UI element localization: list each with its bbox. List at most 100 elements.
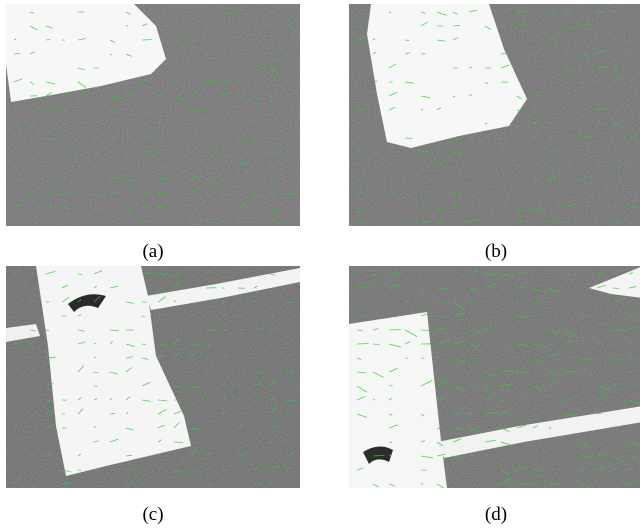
pavement-stain (363, 446, 393, 464)
flow-vector (564, 329, 577, 336)
flow-vector (205, 299, 209, 303)
flow-vector (516, 10, 528, 13)
flow-vector (596, 80, 601, 83)
flow-vector (29, 51, 36, 55)
flow-vector (269, 191, 277, 195)
flow-vector (109, 192, 117, 195)
flow-vector (436, 427, 442, 430)
flow-vector (173, 422, 180, 429)
flow-vector (452, 385, 466, 392)
flow-vector (29, 81, 35, 85)
flow-vector (436, 394, 448, 401)
flow-vector (452, 151, 463, 154)
flow-vector (468, 136, 474, 139)
flow-vector (484, 325, 492, 331)
road-marking-stripe (589, 267, 640, 298)
flow-vector (125, 207, 134, 212)
flow-vector (189, 221, 199, 226)
flow-vector (77, 329, 85, 332)
flow-vector (61, 482, 71, 485)
flow-vector (436, 207, 443, 211)
flow-vector (253, 285, 258, 289)
flow-vector (388, 150, 392, 153)
flow-vector (93, 440, 99, 443)
flow-vector (29, 137, 33, 140)
flow-vector (269, 67, 278, 73)
flow-vector (93, 270, 103, 275)
flow-vector (221, 313, 228, 317)
flow-vector (45, 270, 56, 275)
flow-vector (436, 327, 447, 331)
flow-vector (205, 356, 210, 359)
flow-vector (564, 413, 577, 416)
flow-vector (141, 220, 150, 223)
flow-vector (628, 286, 637, 289)
flow-vector (516, 424, 526, 429)
flow-vector (77, 341, 86, 345)
flow-vector (436, 11, 447, 16)
flow-vector (500, 148, 507, 153)
flow-vector (13, 162, 19, 167)
flow-vector (596, 50, 604, 55)
flow-vector (61, 469, 71, 472)
flow-vector (221, 356, 227, 359)
flow-vector (253, 464, 261, 471)
flow-vector (13, 269, 21, 275)
flow-vector (253, 52, 259, 55)
flow-vector (61, 191, 67, 195)
flow-vector (125, 427, 134, 431)
flow-vector (269, 218, 276, 223)
panel-b-photo (349, 4, 640, 226)
flow-vector (125, 454, 132, 457)
flow-vector (285, 149, 293, 153)
flow-vector (612, 455, 624, 463)
flow-vector (596, 66, 606, 69)
flow-vector (141, 109, 147, 113)
flow-vector (221, 25, 230, 27)
flow-vector (45, 383, 54, 387)
flow-vector (29, 192, 35, 195)
flow-vector (356, 357, 362, 360)
flow-vector (436, 160, 445, 167)
flow-vector (548, 343, 554, 345)
flow-vector (516, 207, 525, 214)
flow-vector (356, 107, 367, 111)
flow-vector (420, 380, 433, 387)
pavement-stain (68, 294, 106, 312)
flow-vector (109, 438, 119, 443)
flow-vector (141, 399, 151, 402)
flow-vector (13, 477, 20, 485)
flow-vector (404, 52, 411, 55)
flow-vector (61, 109, 67, 114)
flow-vector (548, 11, 556, 15)
flow-vector (93, 207, 100, 210)
flow-vector (420, 178, 424, 181)
flow-vector (548, 134, 554, 139)
flow-vector (269, 109, 274, 112)
flow-vector (189, 449, 197, 457)
flow-vector (173, 469, 184, 473)
flow-vector (564, 163, 571, 167)
road-marking (36, 266, 191, 476)
flow-vector (564, 11, 572, 15)
flow-vector (436, 315, 443, 319)
flow-vector (388, 397, 393, 401)
flow-vector (173, 271, 182, 275)
flow-vector (356, 179, 364, 184)
flow-vector (285, 301, 294, 303)
flow-vector (372, 454, 385, 457)
flow-vector (221, 92, 228, 97)
flow-vector (612, 221, 620, 224)
flow-vector (564, 221, 572, 225)
flow-vector (29, 207, 34, 210)
flow-vector (628, 206, 638, 209)
flow-vector (205, 52, 211, 55)
flow-vector (516, 95, 522, 100)
flow-vector (61, 296, 70, 303)
flow-vector (580, 53, 588, 56)
flow-vector (532, 207, 543, 212)
flow-vector (205, 483, 214, 486)
flow-vector (93, 371, 98, 374)
flow-vector (372, 483, 379, 488)
flow-vector (237, 137, 246, 143)
